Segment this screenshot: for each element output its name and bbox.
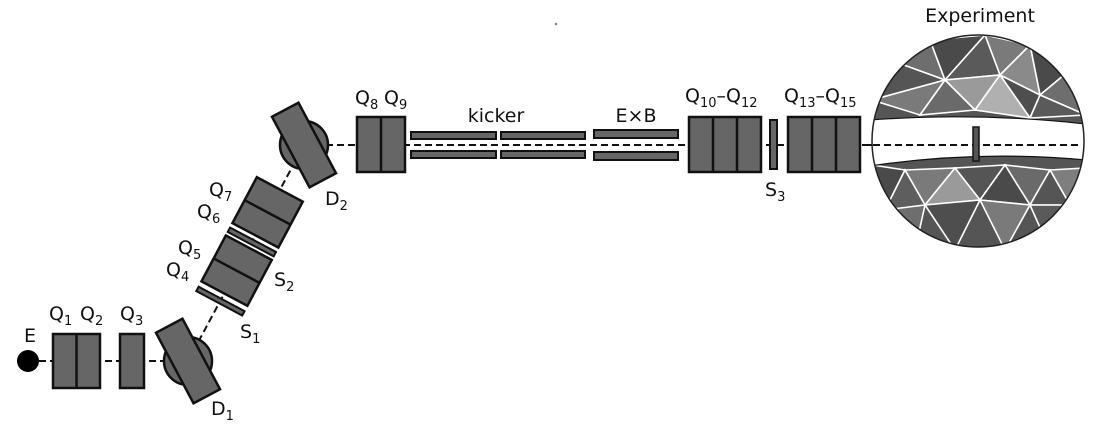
target [972, 126, 980, 162]
quadrupole-q8-q9 [355, 115, 407, 174]
quadrupole-q3 [118, 332, 146, 390]
label-d2: D2 [325, 188, 348, 214]
label-s1: S1 [240, 321, 260, 347]
slit-s3 [769, 119, 778, 170]
label-s2: S2 [274, 269, 294, 295]
label-e: E [24, 325, 36, 347]
quadrupole-q10-q12 [687, 115, 763, 174]
label-q2: Q2 [80, 303, 103, 329]
label-q10-q12: Q10–Q12 [685, 85, 758, 111]
quadrupole-q1-q2 [51, 332, 102, 390]
electron-source [17, 350, 39, 372]
label-exb: E×B [616, 105, 657, 127]
label-q7: Q7 [209, 179, 232, 205]
kicker-plates [410, 131, 586, 159]
label-q4: Q4 [166, 259, 189, 285]
label-q6: Q6 [197, 201, 220, 227]
slit-s1 [194, 285, 246, 317]
diagonal-section [194, 175, 305, 317]
experiment-sphere [862, 34, 1085, 248]
quadrupole-q13-q15 [786, 115, 862, 174]
exb-plates [593, 129, 679, 161]
label-q13-q15: Q13–Q15 [784, 85, 857, 111]
dipole-d1 [154, 316, 222, 406]
label-q5: Q5 [178, 237, 201, 263]
label-q8: Q8 [355, 87, 378, 113]
label-experiment: Experiment [925, 5, 1035, 27]
label-kicker: kicker [468, 105, 525, 127]
slit-s2 [226, 226, 278, 258]
stray-dot [554, 22, 558, 26]
quadrupole-q6-q7 [230, 175, 305, 250]
label-q3: Q3 [120, 303, 143, 329]
label-d1: D1 [211, 398, 234, 424]
label-s3: S3 [765, 179, 785, 205]
dipole-d2 [270, 100, 338, 190]
label-q1: Q1 [49, 303, 72, 329]
quadrupole-q4-q5 [199, 233, 274, 308]
label-q9: Q9 [384, 87, 407, 113]
